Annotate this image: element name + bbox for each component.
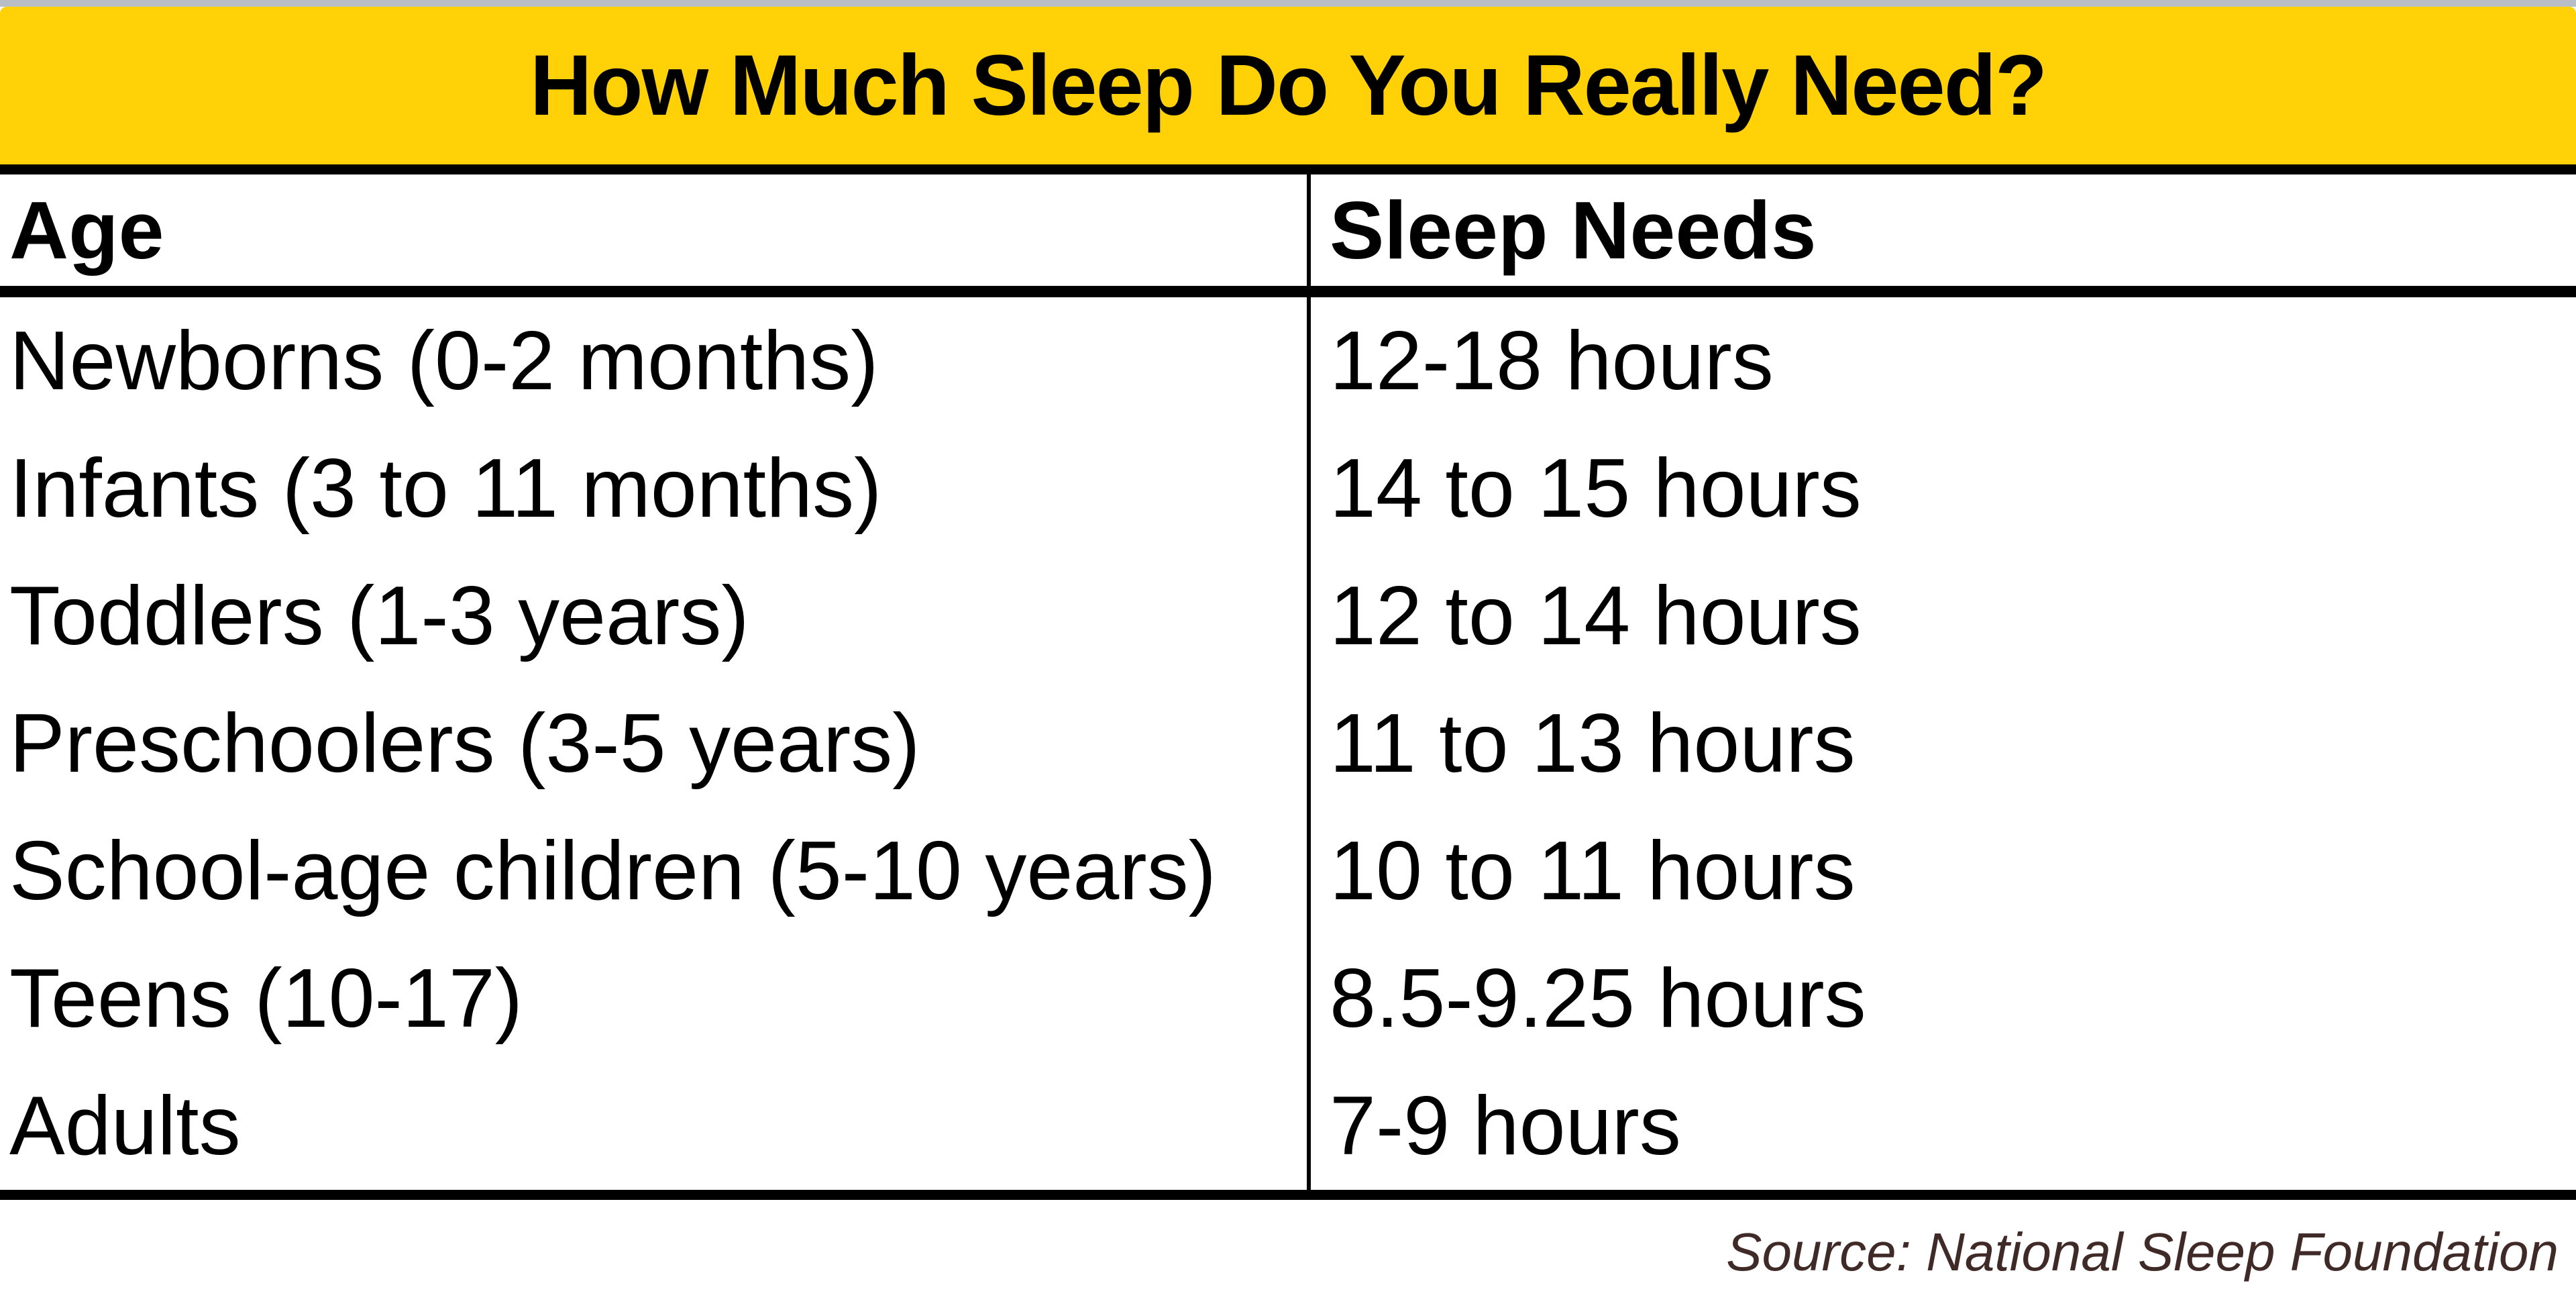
- column-header-sleep-needs: Sleep Needs: [1330, 185, 1817, 276]
- table-row: School-age children (5-10 years) 10 to 11…: [0, 807, 2576, 935]
- title-banner: How Much Sleep Do You Really Need?: [0, 7, 2576, 174]
- source-caption: Source: National Sleep Foundation: [1726, 1222, 2559, 1282]
- sleep-needs-table: Age Sleep Needs Newborns (0-2 months) 12-…: [0, 174, 2576, 1200]
- column-header-age: Age: [0, 174, 1311, 286]
- age-cell: Infants (3 to 11 months): [0, 425, 1311, 552]
- table-row: Infants (3 to 11 months) 14 to 15 hours: [0, 425, 2576, 552]
- sleep-needs-cell: 12-18 hours: [1330, 315, 1774, 407]
- sleep-needs-cell: 8.5-9.25 hours: [1330, 952, 1866, 1045]
- age-cell: Teens (10-17): [0, 935, 1311, 1062]
- page-title: How Much Sleep Do You Really Need?: [529, 38, 2047, 134]
- table-body: Newborns (0-2 months) 12-18 hours Infants …: [0, 297, 2576, 1200]
- top-edge-strip: [0, 0, 2576, 7]
- footer: Source: National Sleep Foundation: [0, 1200, 2576, 1305]
- sleep-needs-cell: 11 to 13 hours: [1330, 697, 1856, 790]
- table-row: Toddlers (1-3 years) 12 to 14 hours: [0, 552, 2576, 680]
- table-row: Teens (10-17) 8.5-9.25 hours: [0, 935, 2576, 1062]
- sleep-needs-cell: 7-9 hours: [1330, 1080, 1681, 1172]
- age-cell: Preschoolers (3-5 years): [0, 680, 1311, 807]
- sleep-needs-cell: 12 to 14 hours: [1330, 570, 1862, 662]
- sleep-needs-cell: 10 to 11 hours: [1330, 825, 1856, 917]
- table-row: Preschoolers (3-5 years) 11 to 13 hours: [0, 680, 2576, 807]
- age-cell: School-age children (5-10 years): [0, 807, 1311, 935]
- age-cell: Toddlers (1-3 years): [0, 552, 1311, 680]
- table-row: Adults 7-9 hours: [0, 1062, 2576, 1190]
- table-row: Newborns (0-2 months) 12-18 hours: [0, 297, 2576, 425]
- age-cell: Newborns (0-2 months): [0, 297, 1311, 425]
- sleep-needs-cell: 14 to 15 hours: [1330, 442, 1862, 535]
- table-header-row: Age Sleep Needs: [0, 174, 2576, 297]
- age-cell: Adults: [0, 1062, 1311, 1190]
